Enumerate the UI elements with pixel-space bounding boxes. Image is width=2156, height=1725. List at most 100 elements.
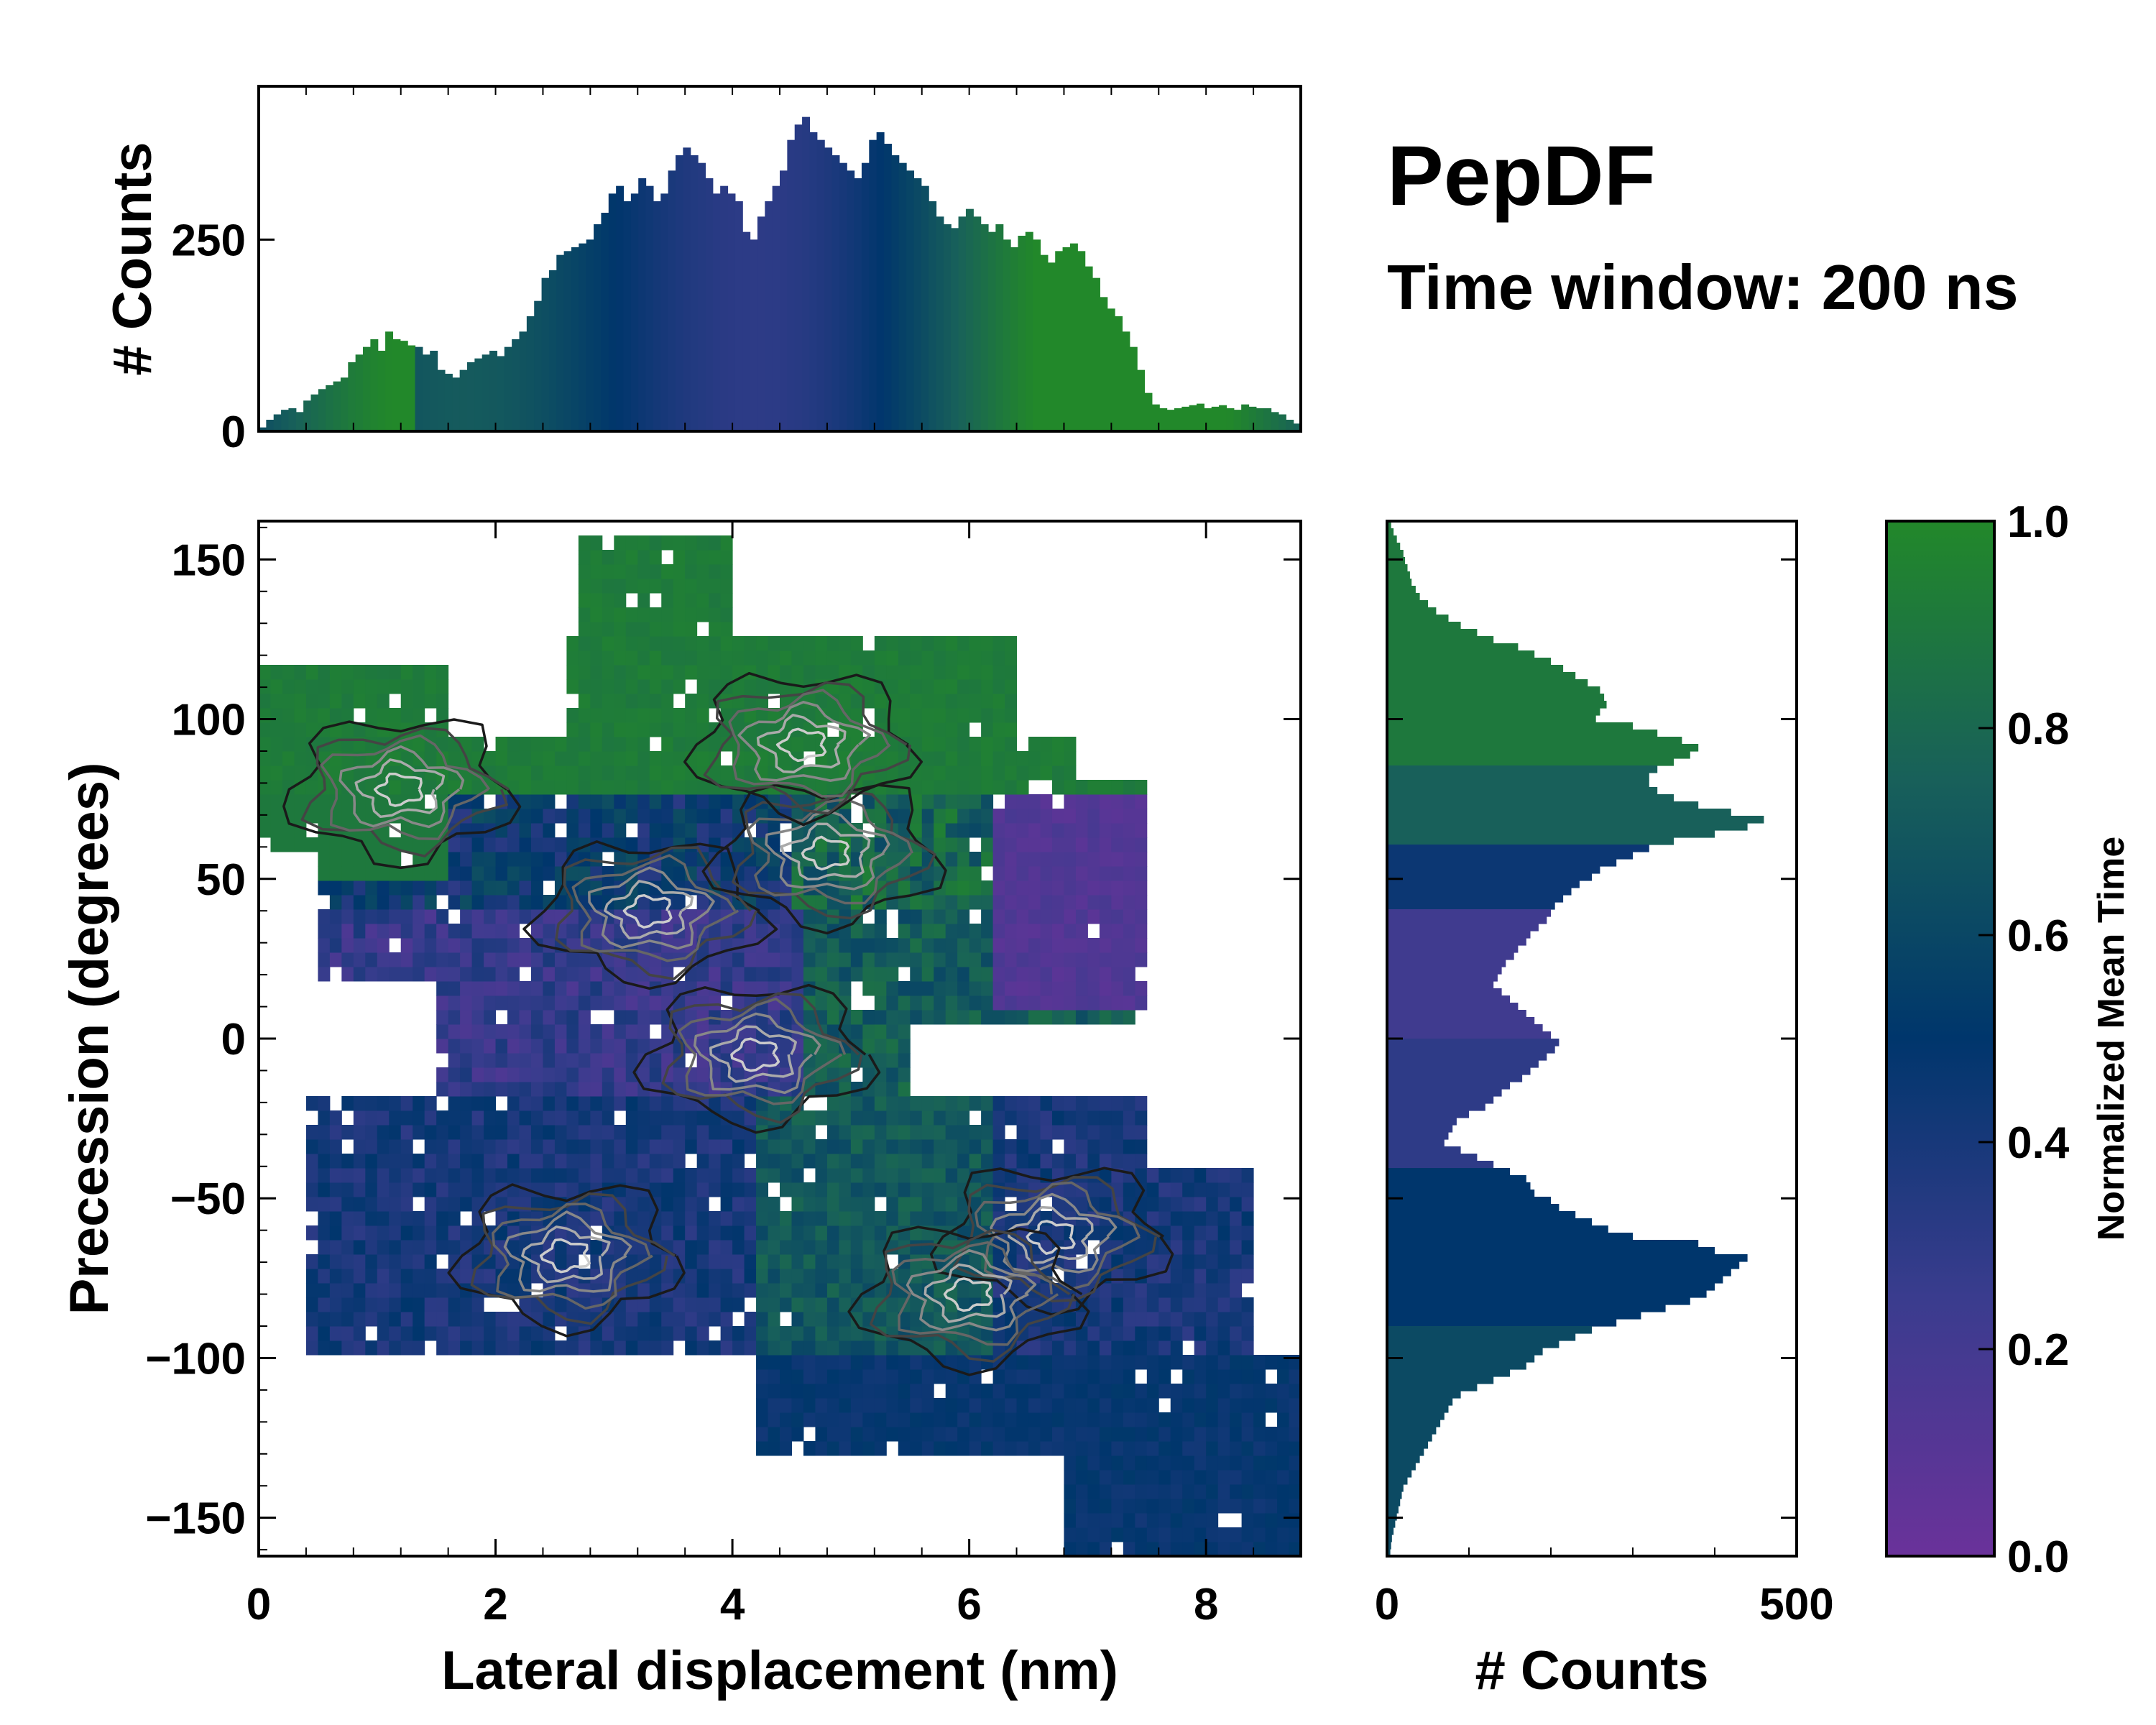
top-hist-bar xyxy=(303,400,312,431)
heatmap-cell xyxy=(1230,1326,1243,1341)
right-hist-bar xyxy=(1387,1103,1485,1111)
heatmap-cell xyxy=(1064,1542,1077,1556)
heatmap-cell xyxy=(732,995,745,1011)
heatmap-cell xyxy=(460,1326,473,1341)
heatmap-cell xyxy=(780,995,792,1011)
heatmap-cell xyxy=(815,1283,828,1298)
heatmap-cell xyxy=(590,837,603,852)
heatmap-cell xyxy=(1099,1254,1112,1269)
heatmap-cell xyxy=(1135,895,1148,910)
heatmap-cell xyxy=(471,1154,484,1169)
heatmap-cell xyxy=(1135,852,1148,867)
heatmap-cell xyxy=(981,1154,994,1169)
heatmap-cell xyxy=(1230,1211,1243,1226)
heatmap-cell xyxy=(826,852,839,867)
heatmap-cell xyxy=(1135,1355,1148,1370)
heatmap-cell xyxy=(756,1154,769,1169)
heatmap-cell xyxy=(1194,1484,1207,1499)
heatmap-cell xyxy=(862,1427,875,1442)
heatmap-cell xyxy=(305,1168,318,1183)
heatmap-cell xyxy=(519,765,532,781)
heatmap-cell xyxy=(673,1312,686,1327)
main-xlabel: Lateral displacement (nm) xyxy=(441,1640,1118,1701)
colorbar-tick-label: 1.0 xyxy=(2007,497,2069,547)
heatmap-cell xyxy=(921,823,934,838)
heatmap-cell xyxy=(1123,1455,1135,1471)
heatmap-cell xyxy=(1253,1427,1266,1442)
top-hist-bar xyxy=(333,381,341,431)
heatmap-cell xyxy=(377,1240,390,1255)
heatmap-cell xyxy=(413,1269,425,1284)
heatmap-cell xyxy=(1111,1269,1124,1284)
heatmap-cell xyxy=(484,837,497,852)
heatmap-cell xyxy=(910,967,923,982)
heatmap-cell xyxy=(1123,1197,1135,1212)
heatmap-cell xyxy=(1146,1384,1159,1399)
heatmap-cell xyxy=(720,1297,733,1312)
heatmap-cell xyxy=(578,1340,591,1356)
heatmap-cell xyxy=(756,924,769,939)
heatmap-cell xyxy=(566,1053,579,1068)
heatmap-cell xyxy=(957,866,970,881)
heatmap-cell xyxy=(530,1211,543,1226)
heatmap-cell xyxy=(1206,1182,1219,1197)
contour-line xyxy=(677,997,847,1105)
right-hist-bar xyxy=(1387,1204,1560,1212)
heatmap-cell xyxy=(921,679,934,694)
heatmap-cell xyxy=(780,1369,792,1384)
right-hist-bar xyxy=(1387,571,1410,579)
heatmap-cell xyxy=(590,852,603,867)
right-hist-bar xyxy=(1387,1463,1416,1471)
top-histogram-ylabel: # Counts xyxy=(102,142,163,375)
heatmap-cell xyxy=(720,535,733,551)
heatmap-cell xyxy=(874,809,887,824)
heatmap-cell xyxy=(768,938,780,953)
heatmap-cell xyxy=(448,1312,461,1327)
heatmap-cell xyxy=(637,679,650,694)
heatmap-cell xyxy=(696,1139,709,1154)
heatmap-cell xyxy=(673,1225,686,1241)
right-hist-bar xyxy=(1387,1225,1608,1233)
heatmap-cell xyxy=(992,852,1005,867)
heatmap-cell xyxy=(1241,1499,1254,1514)
heatmap-cell xyxy=(389,751,402,766)
heatmap-cell xyxy=(957,880,970,896)
heatmap-cell xyxy=(768,722,780,737)
heatmap-cell xyxy=(673,722,686,737)
heatmap-cell xyxy=(614,708,627,723)
heatmap-cell xyxy=(826,1082,839,1097)
heatmap-cell xyxy=(839,765,852,781)
heatmap-cell xyxy=(400,1240,413,1255)
heatmap-cell xyxy=(554,1168,567,1183)
heatmap-cell xyxy=(981,924,994,939)
heatmap-cell xyxy=(862,794,875,809)
heatmap-cell xyxy=(945,995,958,1011)
heatmap-cell xyxy=(992,981,1005,996)
heatmap-cell xyxy=(898,1197,911,1212)
heatmap-cell xyxy=(543,909,556,924)
heatmap-cell xyxy=(1123,1110,1135,1126)
heatmap-cell xyxy=(590,593,603,608)
heatmap-cell xyxy=(945,1096,958,1111)
heatmap-cell xyxy=(1230,1441,1243,1456)
heatmap-cell xyxy=(413,924,425,939)
heatmap-cell xyxy=(720,564,733,579)
heatmap-cell xyxy=(945,665,958,680)
heatmap-cell xyxy=(1028,794,1041,809)
heatmap-cell xyxy=(1005,1369,1018,1384)
heatmap-cell xyxy=(886,1384,899,1399)
heatmap-cell xyxy=(862,1254,875,1269)
heatmap-cell xyxy=(1075,809,1088,824)
heatmap-cell xyxy=(365,880,378,896)
heatmap-cell xyxy=(874,1312,887,1327)
contour-line xyxy=(373,773,424,807)
heatmap-cell xyxy=(365,1340,378,1356)
heatmap-cell xyxy=(945,1355,958,1370)
top-hist-bar xyxy=(1069,243,1078,431)
heatmap-cell xyxy=(318,679,331,694)
heatmap-cell xyxy=(1135,1168,1148,1183)
heatmap-cell xyxy=(756,1168,769,1183)
heatmap-cell xyxy=(673,751,686,766)
heatmap-cell xyxy=(1170,1182,1183,1197)
